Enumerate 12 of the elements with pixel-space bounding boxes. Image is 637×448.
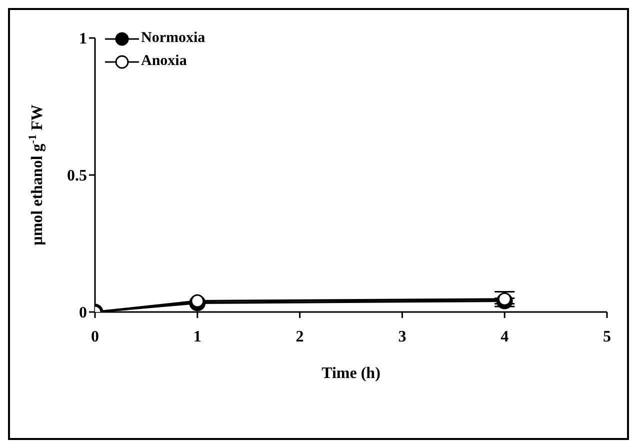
y-tick-label: 0.5 [67,168,87,185]
x-tick-label: 0 [91,328,99,346]
x-tick-label: 4 [500,328,509,346]
y-tick-label: 1 [79,30,87,48]
x-tick-label: 1 [193,328,202,346]
x-tick-label: 3 [398,328,406,346]
x-tick-label: 2 [296,328,304,346]
x-tick-label: 5 [603,328,611,346]
y-tick-label: 0 [79,304,87,322]
legend-label: Anoxia [141,53,187,70]
x-axis-title: Time (h) [322,365,380,382]
legend-label: Normoxia [141,30,206,47]
